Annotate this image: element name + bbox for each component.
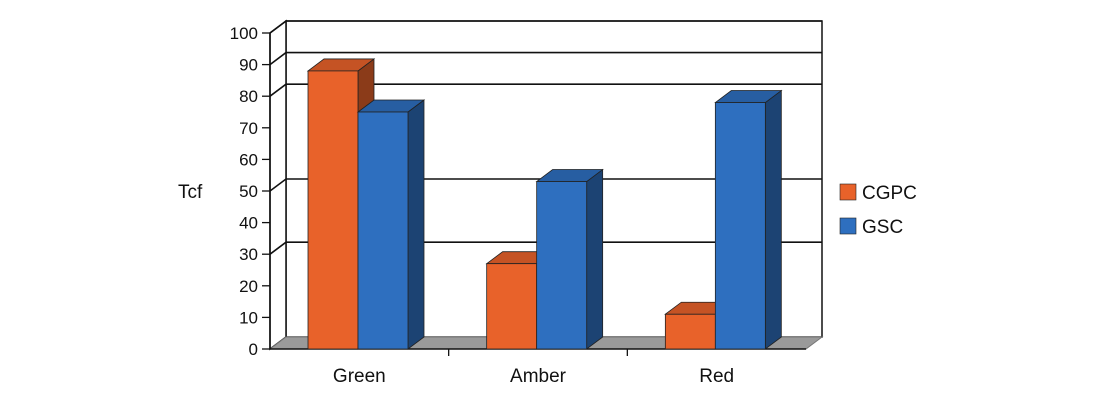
- y-tick-label: 30: [239, 245, 258, 264]
- gridline: [269, 178, 822, 192]
- x-category-label: Red: [699, 366, 734, 387]
- gridline: [269, 51, 822, 66]
- bar-side: [764, 89, 782, 350]
- bar-side: [407, 99, 425, 350]
- bar-gsc-green: [356, 99, 426, 350]
- legend-label: CGPC: [862, 183, 917, 204]
- y-tick-label: 10: [239, 308, 258, 327]
- gridline: [269, 241, 822, 255]
- x-category-label: Amber: [510, 366, 567, 387]
- bar-front: [664, 313, 716, 350]
- bar-front: [307, 70, 359, 350]
- gridline: [269, 20, 822, 34]
- bar-gsc-amber: [535, 168, 604, 350]
- y-axis-title: Tcf: [178, 182, 203, 203]
- y-tick-label: 40: [239, 214, 258, 233]
- y-tick-label: 70: [239, 119, 258, 138]
- bar-side: [586, 168, 604, 350]
- x-axis-categories: Green Amber Red: [333, 349, 734, 387]
- legend: CGPC GSC: [839, 183, 917, 238]
- bar-front: [536, 181, 588, 350]
- legend-swatch: [839, 183, 857, 201]
- y-tick-label: 80: [239, 87, 258, 106]
- y-tick-label: 0: [249, 340, 258, 359]
- y-tick-label: 50: [239, 182, 258, 201]
- y-tick-label: 60: [239, 150, 258, 169]
- bar-front: [486, 263, 538, 350]
- bar-front: [357, 111, 409, 350]
- legend-swatch: [839, 217, 857, 235]
- bar-group: [306, 58, 783, 350]
- gridline: [269, 83, 822, 97]
- y-tick-label: 100: [230, 24, 258, 43]
- y-tick-label: 90: [239, 56, 258, 75]
- y-tick-label: 20: [239, 277, 258, 296]
- bar-front: [714, 102, 766, 350]
- bar-gsc-red: [714, 89, 783, 350]
- legend-label: GSC: [862, 217, 903, 238]
- x-category-label: Green: [333, 366, 386, 387]
